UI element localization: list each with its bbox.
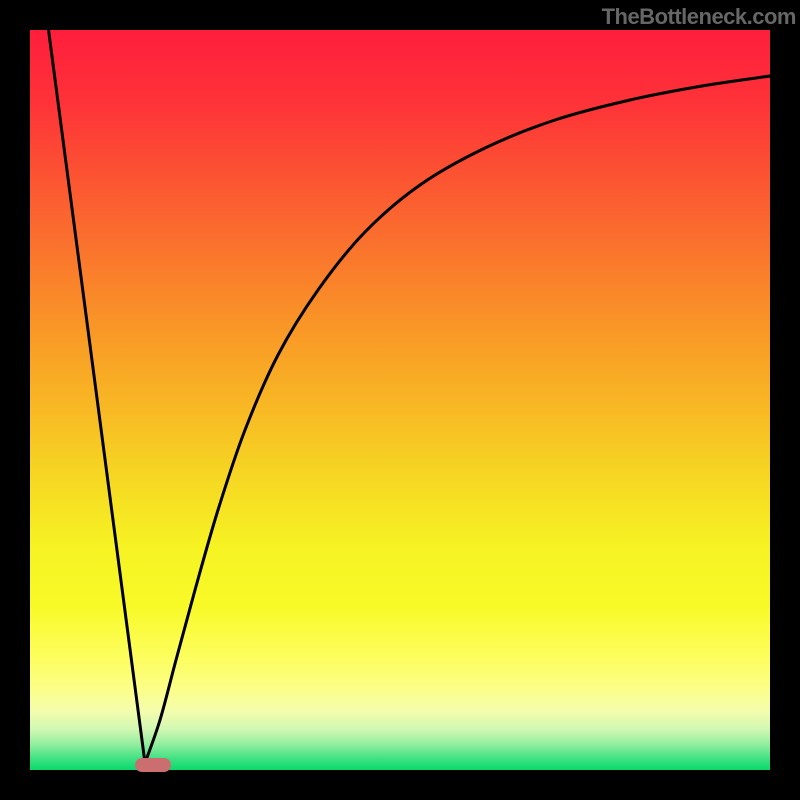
curve-svg (0, 0, 800, 800)
vertex-marker (135, 758, 171, 772)
chart-container: TheBottleneck.com (0, 0, 800, 800)
curve-right-segment (145, 76, 770, 763)
curve-left-segment (48, 26, 145, 763)
watermark-text: TheBottleneck.com (602, 4, 796, 30)
